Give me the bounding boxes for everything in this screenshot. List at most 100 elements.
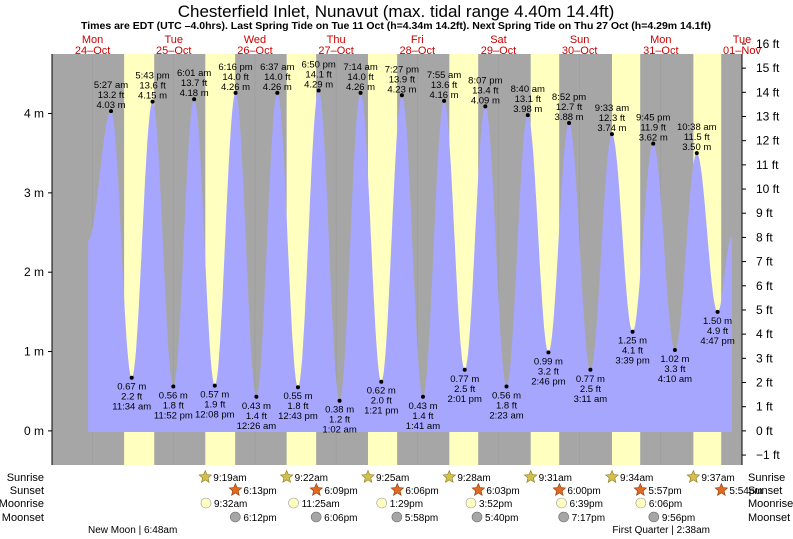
sunset-time: 6:09pm	[324, 486, 357, 497]
tide-label-line: 0.55 m	[283, 391, 312, 402]
tide-label-line: 1.2 ft	[329, 415, 350, 426]
row-label-right-moonset: Moonset	[748, 512, 790, 524]
tide-label-line: 5:27 am	[94, 80, 128, 91]
moonset-icon	[230, 511, 241, 523]
right-axis-tick-label: 7 ft	[756, 255, 773, 269]
tide-label-line: 12.3 ft	[599, 113, 626, 124]
tide-point	[462, 367, 467, 372]
moon-phase-new-moon: New Moon | 6:48am	[88, 525, 177, 536]
tide-label-line: 3.2 ft	[538, 366, 559, 377]
tide-label-line: 14.1 ft	[305, 69, 332, 80]
right-axis-tick-label: 15 ft	[756, 61, 780, 75]
tide-label-line: 10:38 am	[677, 122, 717, 133]
moonrise-icon	[556, 497, 567, 509]
tide-point	[337, 398, 342, 403]
tide-point	[129, 375, 134, 380]
moonset-time: 9:56pm	[662, 513, 695, 524]
sunrise-star-icon	[686, 469, 701, 483]
tide-label-line: 6:16 pm	[218, 62, 252, 73]
tide-point	[525, 113, 530, 118]
sunrise-star-icon	[442, 469, 457, 483]
sunrise-time: 9:25am	[376, 473, 409, 484]
tide-label-line: 13.4 ft	[472, 85, 499, 96]
tide-label-line: 0.43 m	[242, 401, 271, 412]
tide-point	[483, 104, 488, 109]
tide-label-line: 3:11 am	[574, 394, 608, 405]
moonset-time: 6:06pm	[324, 513, 357, 524]
day-header-dow: Wed	[244, 34, 266, 46]
tide-label-line: 3.88 m	[555, 112, 584, 123]
tide-label-line: 2.2 ft	[121, 392, 142, 403]
tide-label-line: 9:45 pm	[636, 113, 670, 124]
tide-point	[588, 367, 593, 372]
right-axis-tick-label: 0 ft	[756, 424, 773, 438]
chart-subtitle: Times are EDT (UTC –4.0hrs). Last Spring…	[81, 20, 711, 32]
sunrise-time: 9:37am	[701, 473, 734, 484]
moon-phase-first-quarter: First Quarter | 2:38am	[612, 525, 710, 536]
tide-label-line: 1.4 ft	[412, 411, 433, 422]
tide-label-line: 3.98 m	[513, 104, 542, 115]
tide-label-line: 6:01 am	[177, 68, 211, 79]
row-label-left-sunset: Sunset	[10, 485, 44, 497]
tide-point	[192, 97, 197, 102]
tide-label-line: 11.5 ft	[684, 132, 710, 143]
right-axis-tick-label: 11 ft	[756, 158, 779, 172]
tide-point	[212, 383, 217, 388]
tide-label-line: 2:23 am	[489, 410, 523, 421]
tide-label-line: 9:33 am	[595, 103, 629, 114]
tide-label-line: 4.26 m	[221, 82, 250, 93]
tide-label-line: 1.25 m	[618, 336, 647, 347]
tide-label-line: 1.8 ft	[287, 401, 308, 412]
tide-label-line: 1.4 ft	[246, 411, 267, 422]
sunset-star-icon	[714, 482, 729, 496]
tide-point	[171, 384, 176, 389]
tide-label-line: 3.50 m	[682, 142, 711, 153]
sunrise-time: 9:34am	[620, 473, 653, 484]
right-axis-tick-label: 16 ft	[756, 37, 780, 51]
tide-label-line: 1.02 m	[660, 354, 689, 365]
tide-label-line: 0.62 m	[367, 386, 396, 397]
tide-label-line: 13.7 ft	[181, 78, 208, 89]
tide-point	[504, 384, 509, 389]
sunrise-time: 9:22am	[295, 473, 328, 484]
sunset-time: 6:03pm	[486, 486, 519, 497]
tide-label-line: 14.0 ft	[264, 72, 291, 83]
right-axis-tick-label: 10 ft	[756, 182, 780, 196]
right-axis-tick-label: 14 ft	[756, 85, 780, 99]
row-label-left-moonrise: Moonrise	[0, 498, 44, 510]
right-axis-tick-label: 1 ft	[756, 400, 773, 414]
day-header-dow: Tue	[164, 34, 183, 46]
tide-point	[316, 88, 321, 93]
left-axis-tick-label: 1 m	[24, 345, 44, 359]
moonrise-icon	[288, 497, 299, 509]
moonset-icon	[310, 511, 322, 523]
tide-label-line: 1.8 ft	[496, 400, 517, 411]
sunset-star-icon	[228, 482, 243, 496]
moonrise-time: 3:52pm	[479, 499, 512, 510]
tide-label-line: 1:21 pm	[364, 406, 398, 417]
moonset-icon	[391, 511, 403, 523]
sunset-star-icon	[552, 482, 567, 496]
tide-label-line: 4.09 m	[471, 95, 500, 106]
tide-point	[546, 350, 551, 355]
moonset-time: 5:58pm	[405, 513, 438, 524]
tide-label-line: 3.74 m	[597, 123, 626, 134]
moonrise-icon	[465, 497, 477, 509]
right-axis-tick-label: −1 ft	[756, 448, 780, 462]
tide-label-line: 3:39 pm	[615, 356, 649, 367]
tide-label-line: 1.50 m	[703, 316, 732, 327]
right-axis-tick-label: 6 ft	[756, 279, 773, 293]
day-header-dow: Tue	[733, 34, 752, 46]
right-axis-tick-label: 9 ft	[756, 206, 773, 220]
tide-label-line: 0.56 m	[492, 390, 521, 401]
tide-area	[88, 90, 732, 432]
moonset-icon	[471, 511, 483, 523]
tide-label-line: 4.26 m	[263, 82, 292, 93]
tide-label-line: 4.1 ft	[622, 346, 643, 357]
day-header-dow: Mon	[82, 34, 103, 46]
tide-label-line: 4.29 m	[304, 79, 333, 90]
moonset-icon	[558, 511, 569, 523]
moonrise-time: 1:29pm	[390, 499, 423, 510]
moonrise-time: 9:32am	[214, 499, 247, 510]
